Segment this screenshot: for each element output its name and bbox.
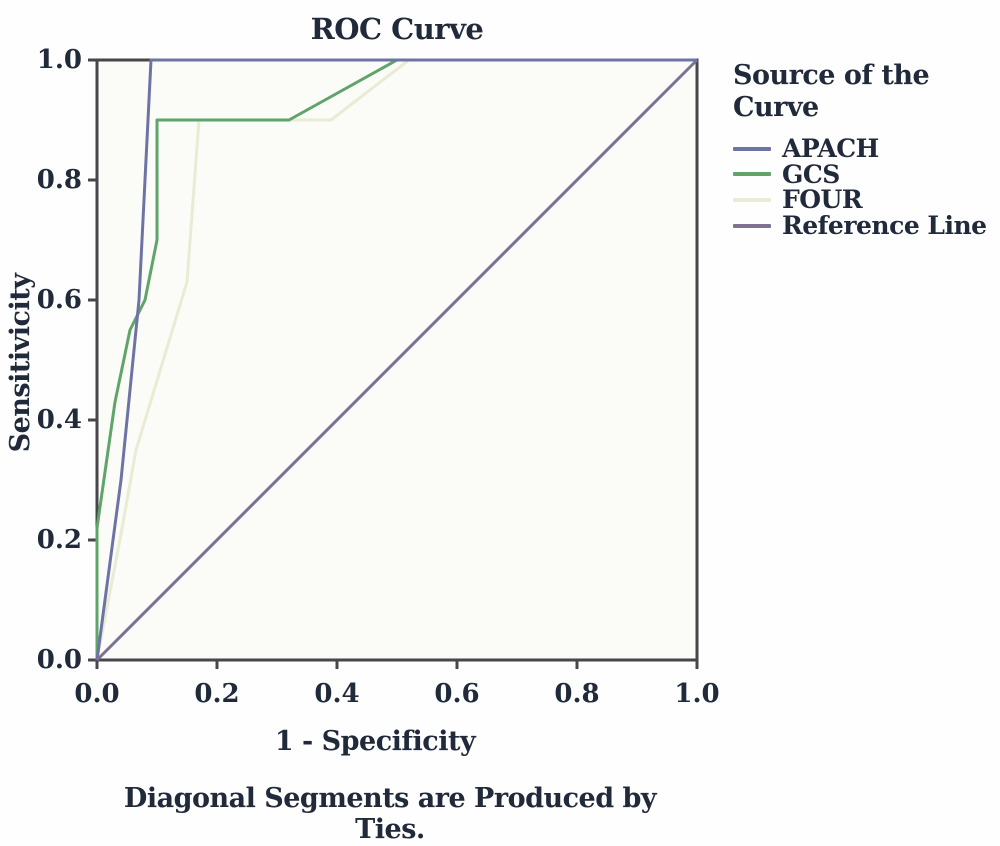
x-tick-label: 0.6	[434, 679, 480, 709]
y-axis-label: Sensitivicity	[5, 273, 36, 453]
legend-label: GCS	[782, 159, 840, 189]
y-tick-label: 0.0	[36, 645, 82, 675]
legend-label: FOUR	[782, 185, 863, 215]
y-tick-label: 0.6	[36, 285, 82, 315]
series-line-apach	[95, 58, 697, 661]
legend-label: Reference Line	[782, 211, 987, 241]
legend-items: APACH GCS FOUR Reference Line	[733, 136, 995, 238]
legend-label: APACH	[782, 134, 879, 164]
x-tick-label: 0.4	[314, 679, 360, 709]
legend: Source of the Curve APACH GCS FOUR Referenc…	[733, 60, 995, 238]
x-tick-label: 0.0	[74, 679, 120, 709]
series-line-four	[95, 58, 697, 661]
plot-area	[88, 58, 699, 669]
x-axis-label: 1 - Specificity	[274, 726, 476, 757]
x-tick-label: 0.2	[194, 679, 240, 709]
legend-item-apach: APACH	[733, 136, 995, 162]
legend-swatch-icon	[733, 146, 771, 151]
legend-item-gcs: GCS	[733, 162, 995, 188]
figure-caption: Diagonal Segments are Produced by Ties.	[123, 783, 657, 845]
series-line-reference-line	[95, 58, 699, 662]
y-tick-label: 1.0	[36, 45, 82, 75]
legend-swatch-icon	[733, 172, 771, 177]
legend-swatch-icon	[733, 197, 771, 202]
y-tick-label: 0.2	[36, 525, 82, 555]
legend-item-reference-line: Reference Line	[733, 213, 995, 239]
chart-title: ROC Curve	[310, 12, 484, 46]
x-tick-label: 0.8	[554, 679, 600, 709]
legend-item-four: FOUR	[733, 187, 995, 213]
legend-swatch-icon	[733, 223, 771, 228]
series-line-gcs	[95, 58, 697, 660]
legend-title: Source of the Curve	[733, 60, 930, 123]
y-tick-label: 0.8	[36, 165, 82, 195]
x-tick-label: 1.0	[674, 679, 720, 709]
y-tick-label: 0.4	[36, 405, 82, 435]
